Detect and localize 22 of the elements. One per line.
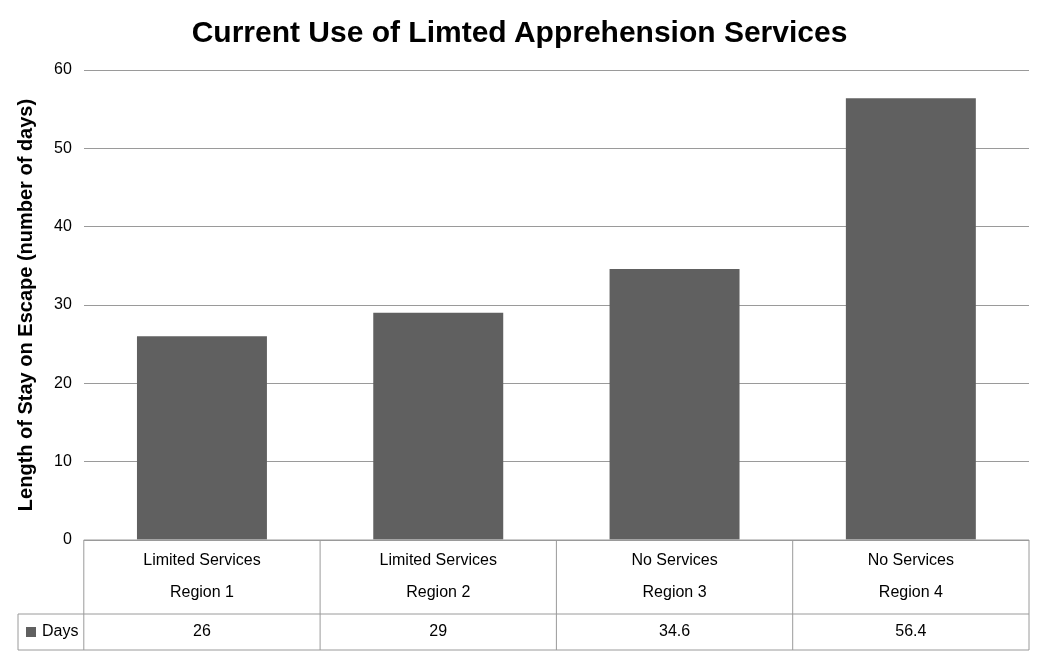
y-tick-label: 40: [54, 217, 72, 235]
x-tick-label: No Services Region 3: [631, 551, 718, 601]
y-tick-label: 10: [54, 452, 72, 470]
x-tick-label: No Services Region 4: [867, 551, 954, 601]
y-tick-label: 60: [54, 60, 72, 78]
legend-label: Days: [42, 622, 79, 640]
y-tick-label: 20: [54, 373, 72, 391]
chart-title: Current Use of Limted Apprehension Services: [191, 15, 848, 49]
bar: [136, 336, 267, 540]
data-label: 34.6: [658, 622, 691, 640]
bar: [373, 312, 504, 540]
y-axis-title: Length of Stay on Escape (number of days): [13, 98, 36, 512]
y-tick-label: 30: [54, 295, 72, 313]
bar: [845, 98, 976, 540]
x-tick-label: Limited Services Region 2: [379, 551, 497, 601]
y-tick-label: 50: [54, 138, 72, 156]
y-tick-label: 0: [62, 530, 72, 548]
data-label: 56.4: [895, 622, 927, 640]
x-tick-label: Limited Services Region 1: [143, 551, 261, 601]
data-label: 29: [429, 622, 448, 640]
bar: [609, 268, 740, 540]
data-label: 26: [193, 622, 211, 640]
